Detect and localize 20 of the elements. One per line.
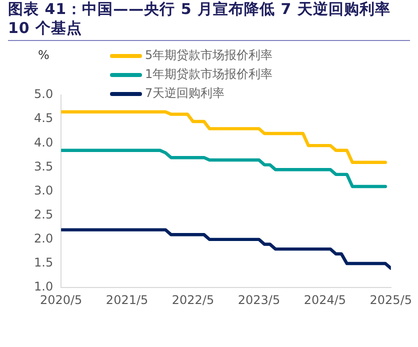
legend-label: 1年期贷款市场报价利率 [145,66,273,83]
x-tick-label: 2022/5 [172,292,214,307]
chart-title: 图表 41：中国——央行 5 月宣布降低 7 天逆回购利率 10 个基点 [8,0,392,38]
x-tick-label: 2020/5 [40,292,82,307]
x-tick-label: 2024/5 [304,292,346,307]
x-tick-label: 2025/5 [370,292,412,307]
y-tick-label: 1.0 [34,280,54,294]
x-tick-label: 2023/5 [238,292,280,307]
y-tick-label: 3.0 [34,183,54,198]
y-tick-label: 2.5 [34,208,54,222]
y-tick-label: 3.5 [34,159,54,174]
y-tick-label: 5.0 [34,87,54,102]
y-tick-label: 1.5 [34,256,54,270]
legend-label: 7天逆回购利率 [145,85,225,102]
x-tick-label: 2021/5 [106,292,148,307]
y-tick-label: 2.0 [34,232,54,246]
y-tick-label: 4.0 [34,135,54,150]
y-tick-label: 4.5 [34,111,54,126]
legend-label: 5年期贷款市场报价利率 [145,47,273,64]
y-axis-title: % [38,48,50,62]
